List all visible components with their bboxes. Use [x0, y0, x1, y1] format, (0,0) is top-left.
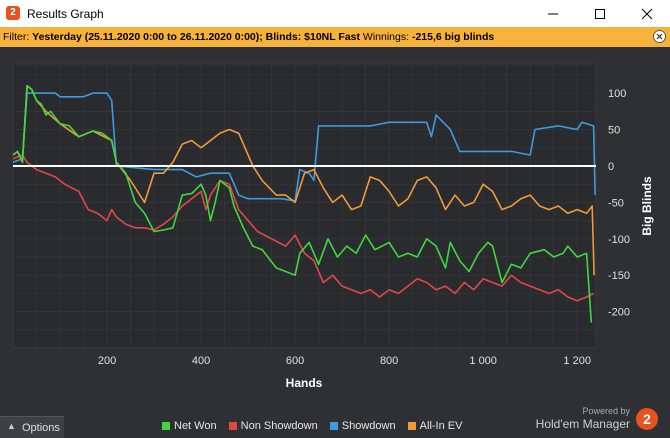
bottom-bar: ▲ Options Net Won Non Showdown Showdown … — [0, 406, 670, 438]
close-icon — [641, 8, 653, 20]
maximize-button[interactable] — [577, 0, 623, 27]
y-tick-label: 0 — [608, 161, 614, 173]
series-line-showdown — [12, 92, 596, 202]
options-label: Options — [22, 422, 60, 434]
filter-close-icon[interactable] — [653, 30, 666, 43]
x-tick-label: 600 — [286, 355, 304, 367]
series-group — [12, 85, 596, 323]
minimize-icon — [548, 13, 558, 15]
legend-item-net-won[interactable]: Net Won — [162, 420, 217, 432]
legend: Net Won Non Showdown Showdown All-In EV — [162, 420, 471, 432]
legend-swatch-all-in-ev — [407, 422, 416, 430]
y-axis-label: Big Blinds — [640, 176, 654, 236]
x-axis-label: Hands — [286, 376, 323, 390]
x-ticks: 200 400 600 800 1 000 1 200 — [98, 355, 591, 367]
filter-text: Filter: Yesterday (25.11.2020 0:00 to 26… — [3, 31, 494, 43]
winnings-value: -215,6 big blinds — [411, 31, 495, 43]
plot-area — [12, 63, 597, 349]
legend-swatch-net-won — [162, 422, 170, 430]
minimize-button[interactable] — [530, 0, 576, 27]
y-tick-label: -50 — [608, 197, 624, 209]
x-tick-label: 800 — [380, 355, 398, 367]
legend-item-all-in-ev[interactable]: All-In EV — [407, 420, 463, 432]
brand-logo-icon: 2 — [636, 408, 658, 430]
results-chart-svg: 200 400 600 800 1 000 1 200 100 50 0 -50 -100 -150… — [12, 63, 654, 390]
filter-label: Filter: — [3, 31, 30, 43]
y-tick-label: 100 — [608, 88, 626, 100]
title-bar: 2 Results Graph — [0, 0, 670, 27]
app-icon: 2 — [6, 6, 20, 20]
brand: Powered by Hold'em Manager — [536, 406, 630, 431]
y-tick-label: -100 — [608, 234, 630, 246]
close-button[interactable] — [624, 0, 670, 27]
series-line-non-showdown — [12, 154, 594, 302]
legend-item-showdown[interactable]: Showdown — [329, 420, 396, 432]
x-tick-label: 200 — [98, 355, 116, 367]
x-tick-label: 400 — [192, 355, 210, 367]
y-ticks: 100 50 0 -50 -100 -150 -200 — [608, 88, 630, 318]
legend-label-all-in-ev: All-In EV — [419, 420, 463, 432]
filter-bar: Filter: Yesterday (25.11.2020 0:00 to 26… — [0, 27, 670, 47]
y-tick-label: -200 — [608, 307, 630, 319]
legend-label-showdown: Showdown — [341, 420, 396, 432]
winnings-label: Winnings: — [362, 31, 410, 43]
x-tick-label: 1 200 — [563, 355, 591, 367]
series-line-net-won — [12, 85, 593, 323]
grid — [12, 64, 596, 349]
powered-by-text: Powered by — [582, 406, 630, 416]
legend-item-non-showdown[interactable]: Non Showdown — [228, 420, 318, 432]
maximize-icon — [595, 9, 605, 19]
options-button[interactable]: ▲ Options — [0, 416, 64, 438]
legend-label-net-won: Net Won — [174, 420, 217, 432]
legend-label-non-showdown: Non Showdown — [240, 420, 318, 432]
window-title: Results Graph — [27, 7, 104, 21]
expand-up-icon: ▲ — [7, 421, 16, 431]
legend-swatch-showdown — [329, 422, 338, 430]
x-tick-label: 1 000 — [469, 355, 497, 367]
legend-swatch-non-showdown — [228, 422, 237, 430]
y-tick-label: -150 — [608, 270, 630, 282]
brand-name: Hold'em Manager — [535, 417, 630, 431]
filter-value: Yesterday (25.11.2020 0:00 to 26.11.2020… — [32, 31, 360, 43]
y-tick-label: 50 — [608, 125, 620, 137]
results-chart: 200 400 600 800 1 000 1 200 100 50 0 -50 -100 -150… — [0, 47, 670, 438]
